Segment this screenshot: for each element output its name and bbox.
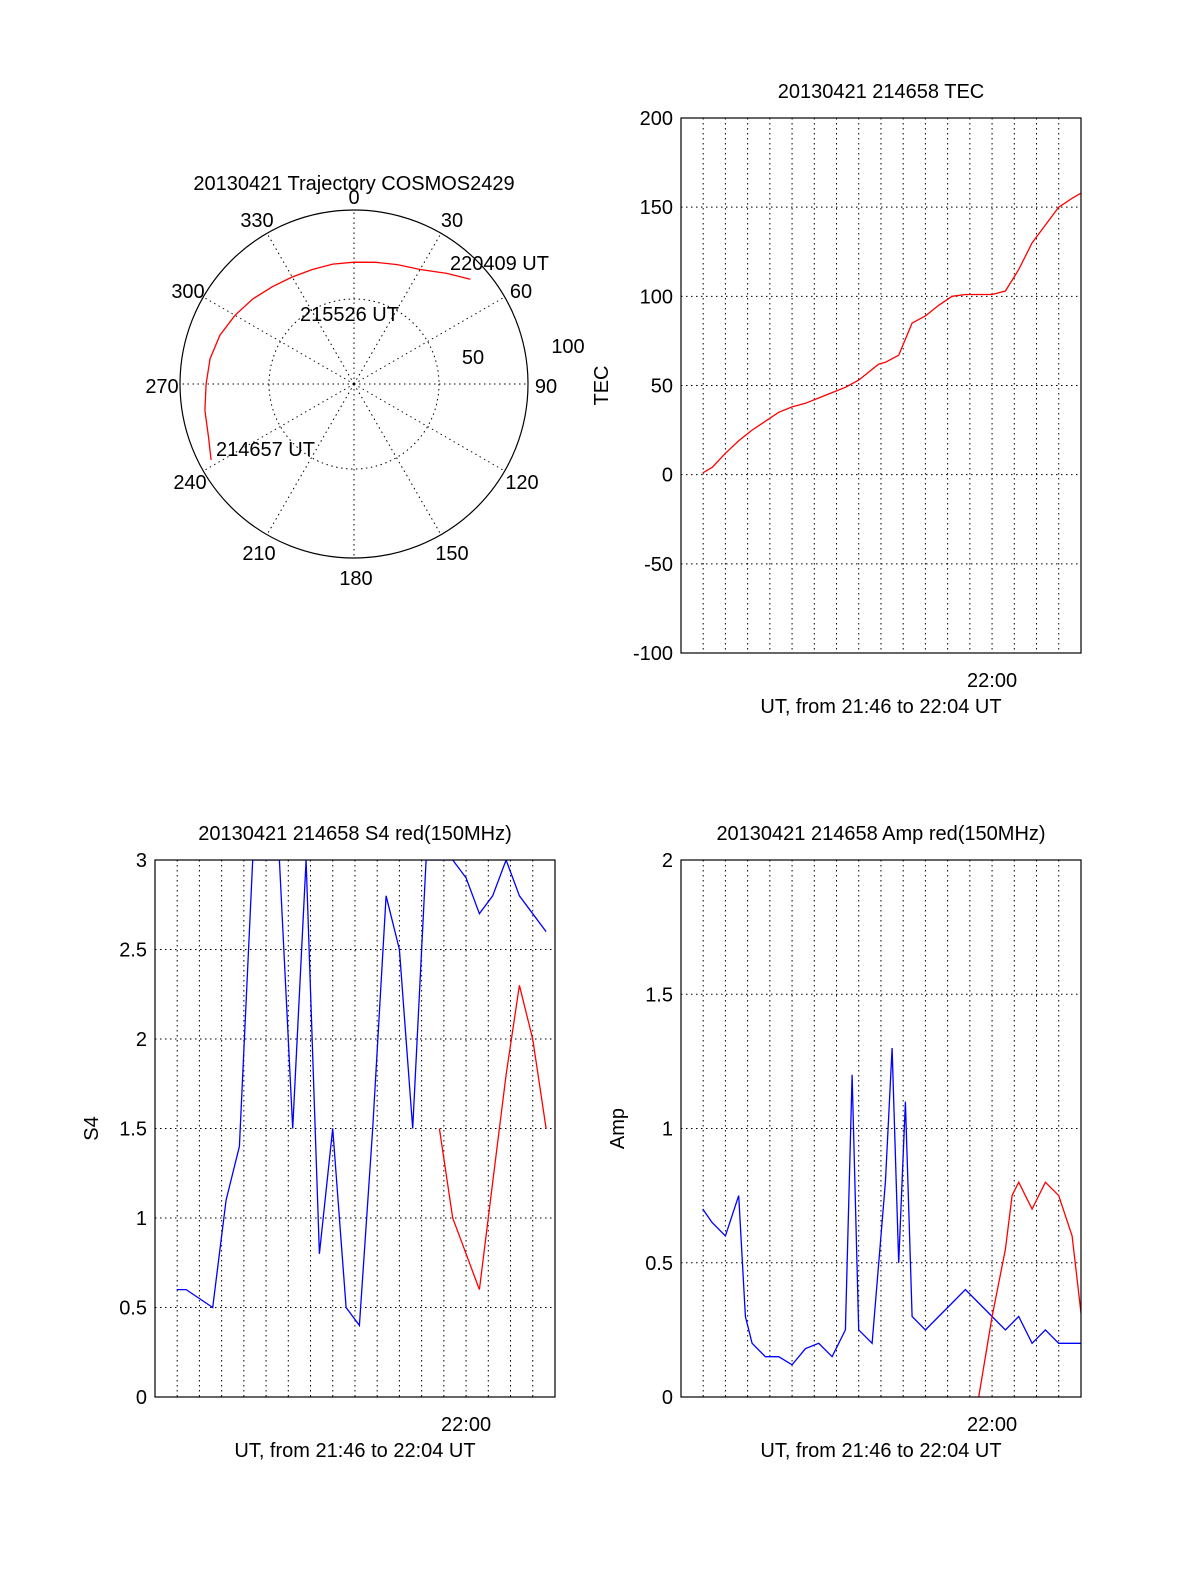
azimuth-label-150: 150	[435, 543, 468, 565]
y-tick-label: 150	[640, 197, 673, 219]
x-tick-label: 22:00	[967, 670, 1017, 692]
polar-spoke	[353, 296, 505, 385]
polar-spoke	[353, 233, 442, 385]
y-tick-label: 0	[662, 1387, 673, 1409]
azimuth-label-60: 60	[510, 281, 532, 303]
s4-chart: 20130421 214658 S4 red(150MHz) 3 2.5 2 1.5 1 0…	[81, 823, 556, 1462]
azimuth-label-210: 210	[242, 543, 275, 565]
radius-label-50: 50	[462, 347, 484, 369]
y-tick-label: 1	[136, 1208, 147, 1230]
polar-spoke	[203, 383, 355, 472]
trajectory-annotation: 214657 UT	[216, 439, 315, 461]
polar-spoke	[266, 383, 355, 535]
radius-label-100: 100	[551, 336, 584, 358]
amp-plot-frame	[680, 859, 1082, 1398]
x-tick-label: 22:00	[441, 1414, 491, 1436]
amp-xlabel: UT, from 21:46 to 22:04 UT	[760, 1440, 1001, 1462]
tec-chart: 20130421 214658 TEC 200 150 100 50 0 -50 -100 22…	[591, 81, 1082, 718]
y-tick-label: 2	[136, 1029, 147, 1051]
y-tick-label: 0.5	[645, 1253, 673, 1275]
y-tick-label: 1	[662, 1119, 673, 1141]
y-tick-label: 1.5	[119, 1119, 147, 1141]
s4-series-group	[176, 860, 547, 1328]
amp-title: 20130421 214658 Amp red(150MHz)	[716, 823, 1045, 845]
azimuth-label-120: 120	[505, 472, 538, 494]
y-tick-label: 2	[662, 850, 673, 872]
amp-series-group	[702, 1047, 1081, 1397]
s4-xlabel: UT, from 21:46 to 22:04 UT	[234, 1440, 475, 1462]
azimuth-label-180: 180	[339, 568, 372, 590]
azimuth-label-30: 30	[441, 210, 463, 232]
y-tick-label: 0.5	[119, 1298, 147, 1320]
tec-plot-frame	[680, 117, 1082, 654]
s4-ylabel: S4	[81, 1116, 103, 1140]
trajectory-line	[204, 261, 471, 461]
amp-series-line-1	[978, 1180, 1081, 1397]
trajectory-annotation: 215526 UT	[300, 304, 399, 326]
tec-title: 20130421 214658 TEC	[778, 81, 984, 103]
s4-plot-frame	[154, 859, 556, 1398]
y-tick-label: 2.5	[119, 940, 147, 962]
azimuth-label-240: 240	[173, 472, 206, 494]
azimuth-label-90: 90	[535, 376, 557, 398]
polar-spoke	[353, 383, 505, 472]
tec-xlabel: UT, from 21:46 to 22:04 UT	[760, 696, 1001, 718]
tec-series-group	[702, 192, 1081, 474]
y-tick-label: 3	[136, 850, 147, 872]
s4-title: 20130421 214658 S4 red(150MHz)	[198, 823, 512, 845]
trajectory-title: 20130421 Trajectory COSMOS2429	[193, 173, 514, 195]
y-tick-label: 0	[662, 465, 673, 487]
y-tick-label: 1.5	[645, 984, 673, 1006]
y-tick-label: 50	[651, 376, 673, 398]
y-tick-label: 100	[640, 286, 673, 308]
amp-series-line-0	[702, 1047, 1081, 1366]
polar-spoke	[266, 233, 355, 385]
azimuth-label-0: 0	[348, 187, 359, 209]
amp-ylabel: Amp	[607, 1108, 629, 1149]
x-tick-label: 22:00	[967, 1414, 1017, 1436]
trajectory-annotation: 220409 UT	[450, 253, 549, 275]
polar-spoke	[353, 383, 442, 535]
azimuth-label-270: 270	[145, 376, 178, 398]
azimuth-label-330: 330	[240, 210, 273, 232]
y-tick-label: -100	[633, 643, 673, 665]
tec-series-line-0	[702, 192, 1081, 474]
s4-series-line-1	[176, 860, 547, 1328]
s4-series-line-0	[438, 985, 547, 1290]
azimuth-label-300: 300	[171, 281, 204, 303]
tec-ylabel: TEC	[591, 366, 613, 406]
polar-outer-ring	[179, 209, 529, 559]
amp-chart: 20130421 214658 Amp red(150MHz) 2 1.5 1 0.5 0…	[607, 823, 1082, 1462]
y-tick-label: 0	[136, 1387, 147, 1409]
y-tick-label: -50	[644, 554, 673, 576]
y-tick-label: 200	[640, 108, 673, 130]
polar-spoke	[203, 296, 355, 385]
polar-ring-50	[268, 298, 440, 470]
